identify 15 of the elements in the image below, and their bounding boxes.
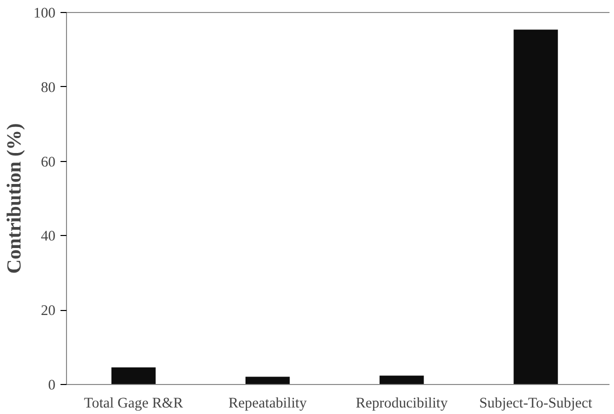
bar (111, 367, 156, 384)
x-tick-label: Subject-To-Subject (479, 396, 592, 412)
y-tick-label: 60 (40, 154, 56, 170)
x-tick-label: Repeatability (228, 396, 308, 412)
x-tick-label: Total Gage R&R (84, 396, 184, 412)
bar (514, 30, 558, 384)
y-tick-label: 80 (40, 80, 56, 96)
y-tick-label: 20 (40, 303, 56, 320)
bar (245, 376, 290, 384)
y-axis-title: Contribution (%) (4, 123, 26, 274)
y-tick-label: 100 (34, 6, 56, 22)
x-tick-label: Reproducibility (356, 396, 448, 412)
y-tick-label: 40 (40, 228, 56, 245)
y-tick-label: 0 (48, 378, 56, 394)
bar (380, 376, 424, 384)
